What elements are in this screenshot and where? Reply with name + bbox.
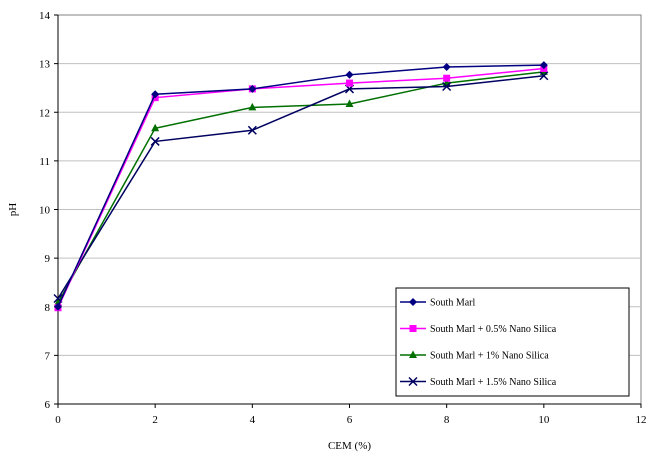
x-tick-label-4: 4 (250, 414, 256, 426)
series-1 (54, 61, 548, 311)
series-4-point-4 (442, 81, 452, 92)
series-2-point-4 (443, 74, 451, 82)
y-axis-title: pH (7, 203, 19, 217)
series-4-line (57, 75, 544, 299)
legend-box (395, 287, 630, 397)
series-1-point-5 (539, 61, 548, 70)
x-tick-label-8: 8 (444, 414, 450, 426)
series-1-point-3 (345, 70, 354, 79)
y-tick-label-11: 11 (39, 156, 50, 168)
x-tick-label-12: 12 (636, 414, 647, 426)
legend-label-2: South Marl + 0.5% Nano Silica (430, 324, 557, 335)
legend-item-3: South Marl + 1% Nano Silica (400, 350, 549, 362)
series-2-line (57, 67, 544, 309)
legend-marker-1 (409, 298, 417, 306)
legend-marker-2 (409, 325, 417, 332)
legend-marker-4 (408, 376, 418, 387)
series-4-point-5 (539, 71, 549, 81)
y-tick-label-6: 6 (45, 399, 51, 411)
legend-label-3: South Marl + 1% Nano Silica (430, 351, 549, 362)
legend-label-1: South Marl (430, 298, 476, 309)
series-layer (53, 61, 549, 312)
y-tick-label-7: 7 (45, 350, 51, 362)
y-tick-label-14: 14 (39, 10, 51, 22)
x-tick-label-0: 0 (55, 414, 61, 426)
y-tick-label-9: 9 (45, 253, 51, 265)
y-tick-label-8: 8 (45, 302, 51, 314)
series-4 (53, 71, 549, 304)
x-axis-title: CEM (%) (328, 440, 371, 452)
x-tick-label-2: 2 (152, 414, 158, 426)
x-tick-label-10: 10 (538, 414, 550, 426)
series-1-point-1 (151, 90, 160, 99)
series-3-line (57, 71, 544, 304)
series-1-point-2 (248, 84, 257, 93)
legend: South Marl South Marl + 0.5% Nano Silica S… (395, 287, 630, 397)
legend-item-1: South Marl (400, 298, 476, 309)
series-3-point-3 (345, 99, 354, 107)
series-3-point-1 (151, 123, 160, 132)
series-1-line (57, 64, 544, 308)
y-tick-labels: 6 7 8 9 10 11 12 13 14 (39, 10, 51, 411)
legend-item-2: South Marl + 0.5% Nano Silica (400, 324, 557, 335)
series-3-point-2 (248, 102, 257, 111)
x-tick-label-6: 6 (347, 414, 353, 426)
y-tick-label-12: 12 (39, 107, 50, 119)
series-4-point-2 (247, 125, 257, 135)
series-1-point-4 (442, 63, 451, 72)
legend-marker-3 (409, 350, 417, 358)
legend-label-4: South Marl + 1.5% Nano Silica (430, 377, 557, 388)
y-tick-label-10: 10 (39, 205, 51, 217)
y-tick-label-13: 13 (39, 59, 51, 71)
series-1-point-0 (54, 302, 62, 311)
series-4-point-1 (150, 136, 160, 146)
legend-item-4: South Marl + 1.5% Nano Silica (400, 376, 557, 388)
series-2-point-3 (346, 79, 353, 87)
x-tick-labels: 0 2 4 6 8 10 12 (55, 414, 646, 426)
